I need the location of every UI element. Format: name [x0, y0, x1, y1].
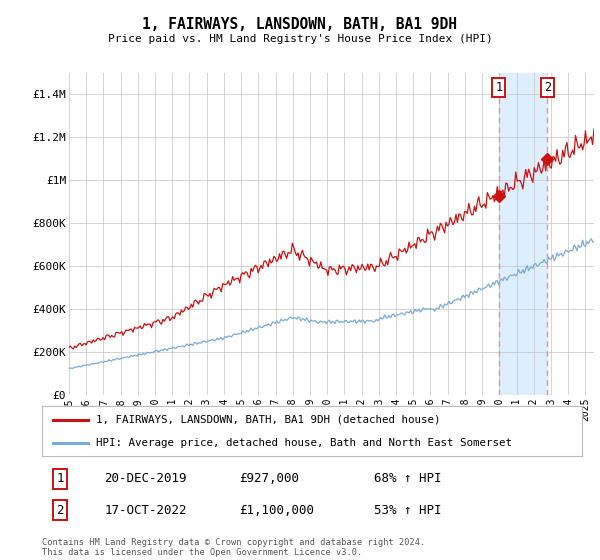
Text: 1, FAIRWAYS, LANSDOWN, BATH, BA1 9DH (detached house): 1, FAIRWAYS, LANSDOWN, BATH, BA1 9DH (de…: [96, 414, 440, 424]
Text: 2: 2: [56, 504, 64, 517]
Text: HPI: Average price, detached house, Bath and North East Somerset: HPI: Average price, detached house, Bath…: [96, 438, 512, 448]
Text: 1: 1: [56, 472, 64, 486]
Text: 17-OCT-2022: 17-OCT-2022: [104, 504, 187, 517]
Text: Price paid vs. HM Land Registry's House Price Index (HPI): Price paid vs. HM Land Registry's House …: [107, 34, 493, 44]
Text: 2: 2: [544, 81, 551, 94]
Bar: [499, 73, 547, 395]
Text: Contains HM Land Registry data © Crown copyright and database right 2024.
This d: Contains HM Land Registry data © Crown c…: [42, 538, 425, 557]
Text: £927,000: £927,000: [239, 472, 299, 486]
Text: 1: 1: [495, 81, 502, 94]
Text: £1,100,000: £1,100,000: [239, 504, 314, 517]
Text: 1, FAIRWAYS, LANSDOWN, BATH, BA1 9DH: 1, FAIRWAYS, LANSDOWN, BATH, BA1 9DH: [143, 17, 458, 32]
Text: 20-DEC-2019: 20-DEC-2019: [104, 472, 187, 486]
Text: 68% ↑ HPI: 68% ↑ HPI: [374, 472, 442, 486]
Text: 53% ↑ HPI: 53% ↑ HPI: [374, 504, 442, 517]
